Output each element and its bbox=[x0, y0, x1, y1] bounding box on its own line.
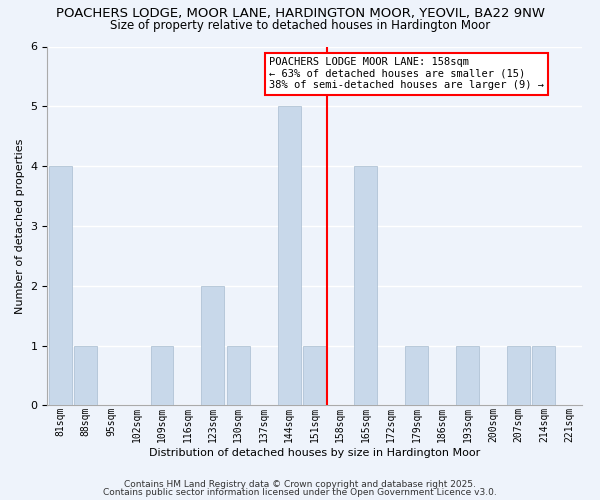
Text: Contains public sector information licensed under the Open Government Licence v3: Contains public sector information licen… bbox=[103, 488, 497, 497]
Y-axis label: Number of detached properties: Number of detached properties bbox=[15, 138, 25, 314]
Bar bbox=[202, 286, 224, 406]
Text: Size of property relative to detached houses in Hardington Moor: Size of property relative to detached ho… bbox=[110, 19, 490, 32]
Text: POACHERS LODGE, MOOR LANE, HARDINGTON MOOR, YEOVIL, BA22 9NW: POACHERS LODGE, MOOR LANE, HARDINGTON MO… bbox=[56, 8, 545, 20]
Bar bbox=[456, 346, 479, 406]
X-axis label: Distribution of detached houses by size in Hardington Moor: Distribution of detached houses by size … bbox=[149, 448, 481, 458]
Bar bbox=[49, 166, 71, 406]
Bar bbox=[303, 346, 326, 406]
Bar bbox=[278, 106, 301, 406]
Text: Contains HM Land Registry data © Crown copyright and database right 2025.: Contains HM Land Registry data © Crown c… bbox=[124, 480, 476, 489]
Text: POACHERS LODGE MOOR LANE: 158sqm
← 63% of detached houses are smaller (15)
38% o: POACHERS LODGE MOOR LANE: 158sqm ← 63% o… bbox=[269, 58, 544, 90]
Bar bbox=[151, 346, 173, 406]
Bar bbox=[354, 166, 377, 406]
Bar bbox=[405, 346, 428, 406]
Bar bbox=[227, 346, 250, 406]
Bar bbox=[507, 346, 530, 406]
Bar bbox=[74, 346, 97, 406]
Bar bbox=[532, 346, 555, 406]
